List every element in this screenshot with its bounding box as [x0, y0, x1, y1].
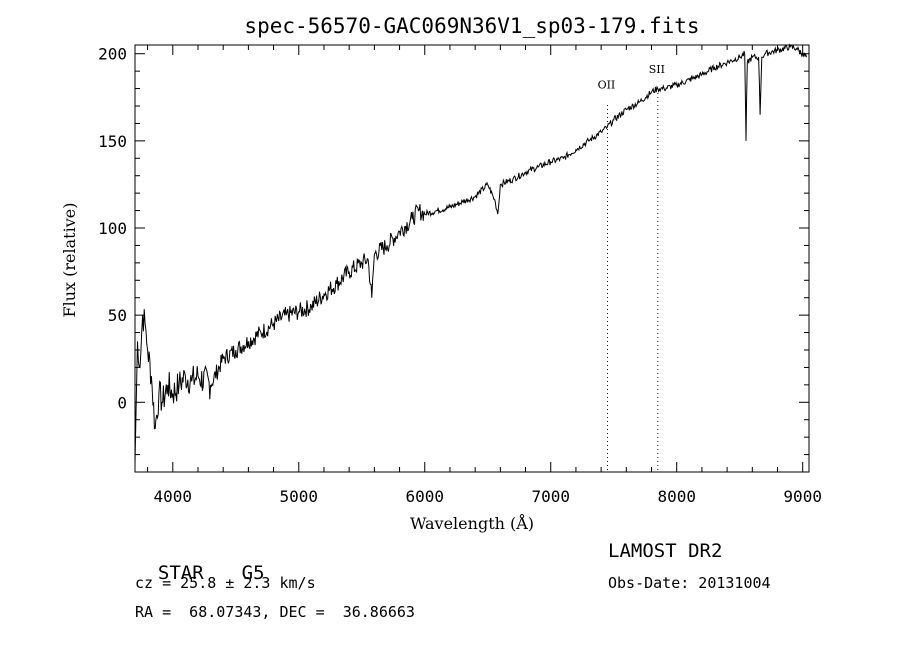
x-tick-label: 9000: [783, 487, 822, 506]
object-subclass: G5: [241, 562, 265, 584]
x-tick-label: 5000: [280, 487, 319, 506]
y-tick-label: 0: [117, 393, 127, 412]
velocity-readout: cz = 25.8 ± 2.3 km/s: [135, 574, 316, 592]
x-axis-label: Wavelength (Å): [410, 513, 534, 533]
obs-date: Obs-Date: 20131004: [608, 574, 771, 592]
object-type-label: STAR: [157, 562, 204, 584]
survey-name: LAMOST DR2: [608, 540, 723, 562]
y-tick-label: 200: [98, 45, 127, 64]
y-tick-label: 50: [108, 306, 127, 325]
line-label-sii: SII: [649, 63, 665, 76]
coordinates: RA = 68.07343, DEC = 36.86663: [135, 603, 415, 621]
chart-title: spec-56570-GAC069N36V1_sp03-179.fits: [244, 14, 699, 38]
x-tick-label: 6000: [405, 487, 444, 506]
line-markers: OII SII: [598, 63, 665, 470]
y-tick-label: 100: [98, 219, 127, 238]
line-label-oii: OII: [598, 79, 616, 92]
plot-frame: [134, 44, 810, 473]
y-tick-label: 150: [98, 132, 127, 151]
object-type: STAR G5: [135, 540, 265, 584]
y-axis-label: Flux (relative): [60, 203, 79, 318]
x-tick-label: 8000: [657, 487, 696, 506]
axis-ticks: 4000 5000 6000 7000 8000 9000 0 50 100 150 200: [98, 45, 822, 506]
x-tick-label: 7000: [531, 487, 570, 506]
spectrum-line: [134, 43, 807, 464]
x-tick-label: 4000: [154, 487, 193, 506]
